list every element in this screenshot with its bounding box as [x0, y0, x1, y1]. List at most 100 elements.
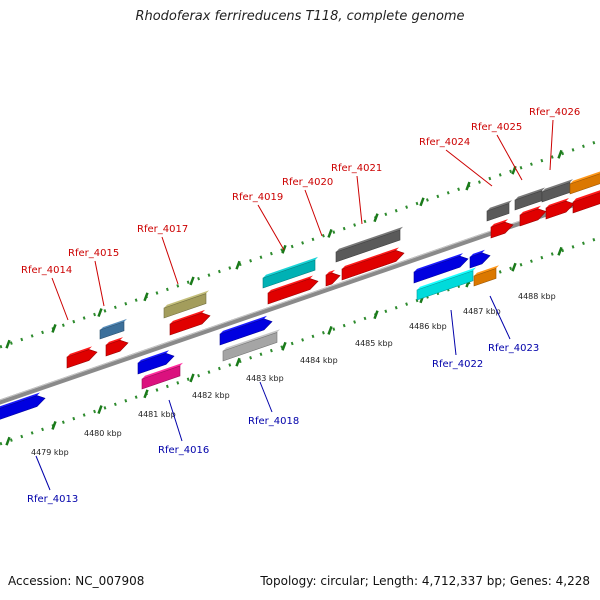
gene-rfer-4026-top: [542, 179, 573, 192]
gene-plus-orange: [569, 173, 600, 195]
gene-plus-g: [519, 208, 547, 227]
leader-line: [445, 149, 493, 187]
track-tick-mark: [97, 405, 103, 415]
track-tick-mark: [51, 323, 57, 333]
tick-label: 4483 kbp: [246, 374, 284, 383]
gene-label: Rfer_4020: [282, 177, 333, 188]
track-tick-mark: [327, 229, 333, 238]
gene-label: Rfer_4015: [68, 248, 119, 259]
tick-label: 4480 kbp: [84, 429, 122, 438]
leader-line: [161, 236, 179, 285]
gene-rfer-4017: [163, 293, 207, 319]
gene-plus-i: [572, 192, 600, 214]
gene-rfer-4019: [262, 259, 316, 289]
gene-rfer-4018: [222, 332, 278, 362]
gene-rfer-4018-top: [223, 329, 280, 351]
gene-minus-c: [413, 255, 469, 284]
leader-line: [496, 134, 523, 181]
tick-label: 4485 kbp: [355, 339, 393, 348]
track-tick-mark: [235, 357, 241, 367]
gene-minus-c-top: [414, 253, 463, 272]
gene-plus-orange-top: [570, 171, 600, 184]
leader-line: [259, 381, 273, 413]
track-tick-mark: [557, 246, 563, 256]
gene-plus-e: [341, 250, 405, 281]
gene-label: Rfer_4023: [488, 343, 539, 354]
track-tick-mark: [5, 436, 11, 446]
gene-minus-d: [469, 252, 491, 269]
gene-rfer-4013-top: [0, 392, 40, 409]
leader-line: [450, 309, 457, 356]
gene-label: Rfer_4021: [331, 163, 382, 174]
gene-rfer-4025-top: [515, 187, 545, 200]
gene-features: [0, 171, 600, 420]
gene-minus-a-top: [138, 350, 169, 363]
gene-label: Rfer_4024: [419, 137, 470, 148]
gene-rfer-4022-top: [417, 267, 476, 290]
gene-label: Rfer_4022: [432, 359, 483, 370]
track-tick-mark: [511, 262, 517, 272]
gene-plus-a: [66, 349, 98, 369]
track-tick-mark: [189, 276, 195, 286]
track-tick-mark: [5, 339, 11, 349]
gene-label: Rfer_4014: [21, 265, 72, 276]
gene-rfer-4024: [486, 203, 510, 222]
gene-label: Rfer_4017: [137, 224, 188, 235]
leader-line: [94, 260, 105, 307]
gene-rfer-4024-top: [487, 200, 512, 211]
upper-dotted-track: [0, 139, 600, 349]
leader-line: [356, 175, 363, 225]
tick-label: 4482 kbp: [192, 391, 230, 400]
gene-rfer-4013: [0, 395, 46, 420]
lower-dotted-track: [0, 236, 600, 446]
leader-line: [51, 277, 69, 321]
track-tick-mark: [235, 260, 241, 270]
gene-rfer-4020-top: [326, 269, 335, 275]
gene-label: Rfer_4025: [471, 122, 522, 133]
gene-rfer-4016: [141, 365, 181, 390]
track-tick-mark: [373, 310, 379, 320]
gene-rfer-4019-top: [263, 256, 318, 278]
track-tick-mark: [281, 341, 287, 351]
track-tick-mark: [373, 213, 379, 223]
gene-plus-e-top: [342, 247, 399, 269]
tick-label: 4484 kbp: [300, 356, 338, 365]
gene-rfer-4023: [473, 268, 497, 287]
gene-plus-g-top: [520, 205, 541, 215]
gene-plus-f: [490, 221, 514, 239]
gene-rfer-4021: [335, 229, 401, 263]
gene-plus-f-top: [491, 219, 508, 227]
track-tick-mark: [465, 181, 471, 191]
leader-line: [489, 295, 511, 340]
gene-minus-d-top: [470, 249, 485, 257]
gene-plus-h: [545, 200, 575, 220]
gene-plus-b: [105, 339, 129, 357]
tick-label: 4479 kbp: [31, 448, 69, 457]
genome-summary: Topology: circular; Length: 4,712,337 bp…: [260, 574, 590, 588]
tick-label: 4486 kbp: [409, 322, 447, 331]
leader-line: [168, 399, 183, 442]
gene-plus-c: [169, 312, 211, 336]
gene-minus-b: [219, 318, 273, 346]
tick-label: 4481 kbp: [138, 410, 176, 419]
gene-rfer-4021-top: [336, 226, 403, 252]
gene-plus-h-top: [546, 198, 569, 208]
gene-rfer-4015: [99, 321, 125, 340]
accession-label: Accession: NC_007908: [8, 574, 145, 588]
gene-plus-b-top: [106, 337, 123, 345]
gene-plus-a-top: [67, 346, 92, 357]
track-tick-mark: [557, 149, 563, 159]
gene-label: Rfer_4026: [529, 107, 580, 118]
gene-rfer-4022: [416, 270, 474, 301]
gene-plus-d-top: [268, 275, 313, 293]
gene-label: Rfer_4016: [158, 445, 209, 456]
tick-label: 4488 kbp: [518, 292, 556, 301]
gene-label: Rfer_4018: [248, 416, 299, 427]
gene-plus-d: [267, 278, 319, 305]
track-tick-mark: [189, 373, 195, 383]
leader-line: [257, 204, 285, 251]
tick-label: 4487 kbp: [463, 307, 501, 316]
gene-plus-i-top: [573, 190, 600, 202]
gene-label: Rfer_4019: [232, 192, 283, 203]
